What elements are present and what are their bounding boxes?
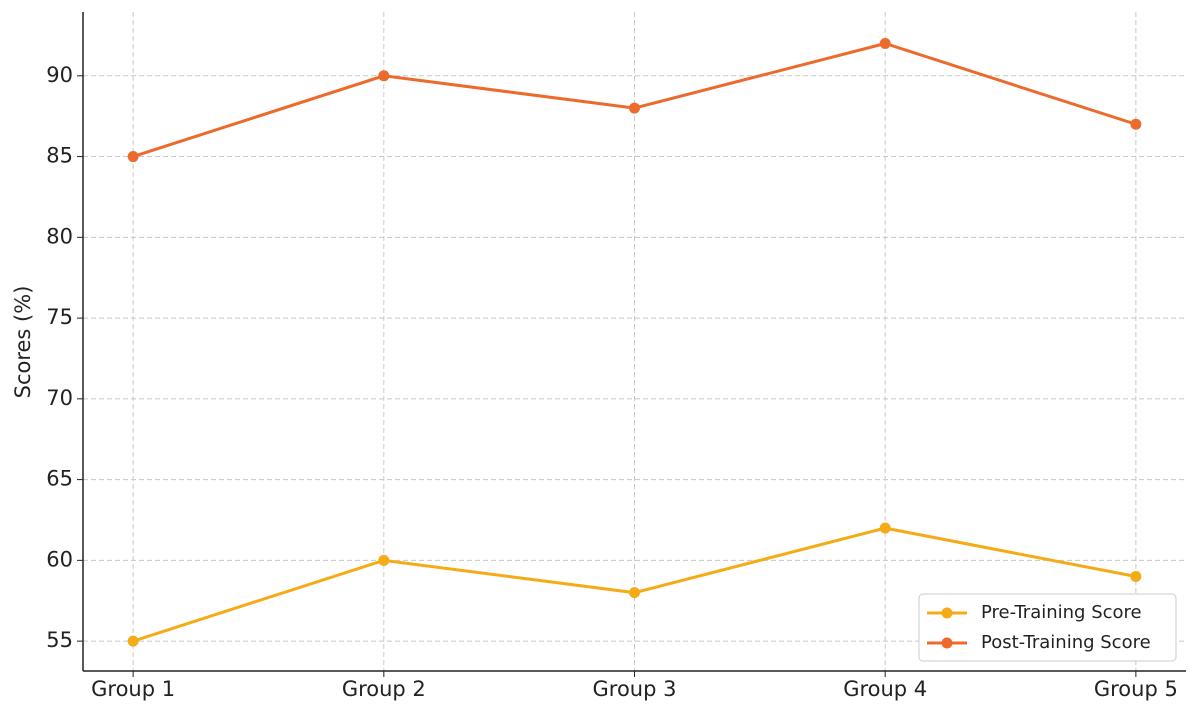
y-tick-label: 55 [46,628,73,652]
legend-marker [941,607,953,619]
marker [879,522,891,534]
marker [629,102,640,114]
legend-box [918,593,1177,662]
x-tick-label: Group 5 [1094,677,1178,701]
marker [378,70,390,82]
y-axis-label: Scores (%) [11,286,35,399]
legend-label: Pre-Training Score [981,602,1142,623]
marker [127,151,139,163]
x-tick-label: Group 4 [843,677,927,701]
legend-label: Post-Training Score [981,632,1151,653]
x-tick-label: Group 1 [91,677,175,701]
legend-marker [941,637,953,649]
y-tick-label: 80 [46,224,73,248]
y-tick-label: 75 [46,305,73,329]
marker [1130,118,1142,130]
x-tick-label: Group 3 [593,677,677,701]
y-tick-label: 65 [46,467,73,491]
y-tick-label: 90 [46,63,73,87]
x-tick-label: Group 2 [342,677,426,701]
marker [879,37,891,49]
marker [629,587,640,599]
marker [127,635,139,647]
marker [1130,571,1142,583]
y-tick-label: 85 [46,144,73,168]
y-tick-label: 70 [46,386,73,410]
marker [378,554,390,566]
y-tick-label: 60 [46,547,73,571]
